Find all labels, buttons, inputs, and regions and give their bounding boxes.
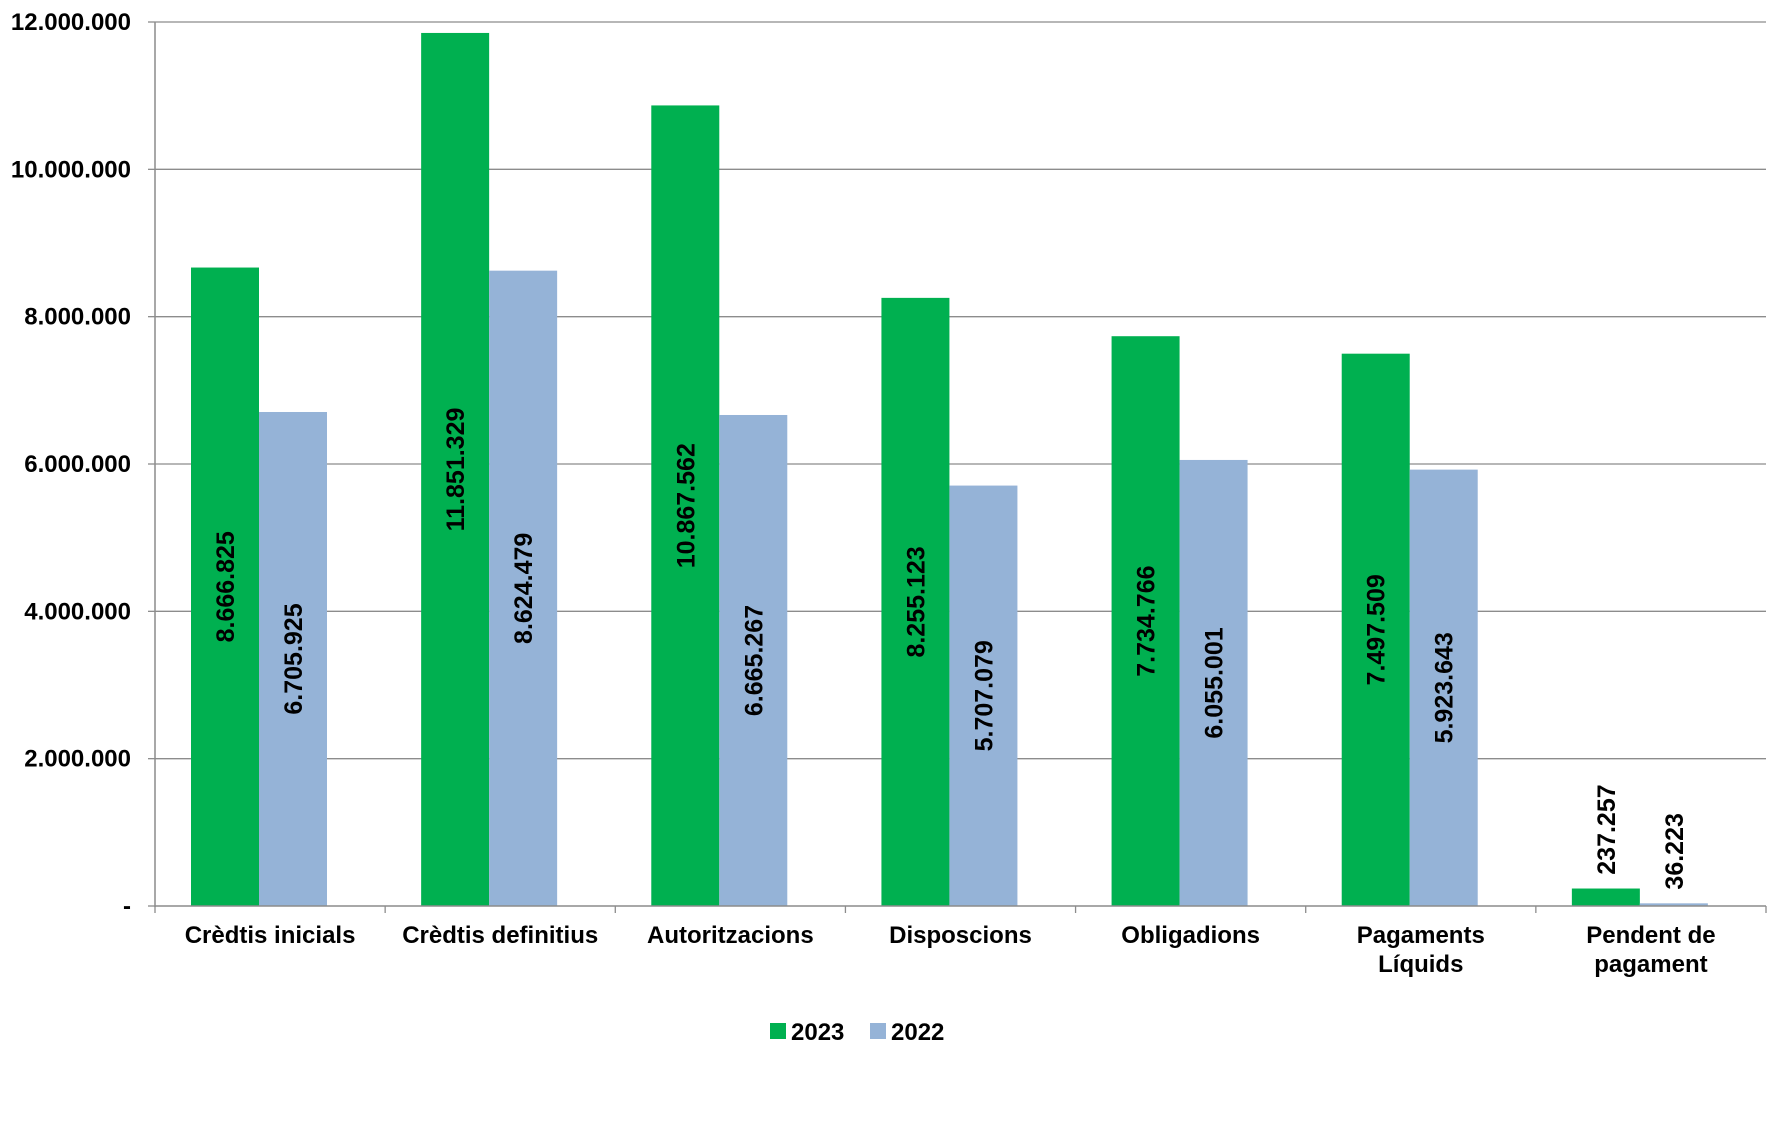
bar-2023 <box>1111 336 1180 906</box>
bar-2022 <box>1639 903 1708 906</box>
bar-2023 <box>881 297 950 906</box>
data-label: 6.055.001 <box>1201 627 1229 738</box>
legend: 2023 2022 <box>770 1019 944 1046</box>
y-tick-label: 10.000.000 <box>11 156 131 183</box>
y-tick-label: 6.000.000 <box>24 451 131 478</box>
bar-2022 <box>489 270 558 906</box>
bar-2022 <box>1409 469 1478 906</box>
data-label: 7.734.766 <box>1133 565 1161 676</box>
x-tick-label: Crèdtis inicials <box>185 922 356 949</box>
y-tick-label: 2.000.000 <box>24 746 131 773</box>
data-label: 6.705.925 <box>280 603 308 714</box>
x-tick-label: Disposcions <box>889 922 1032 949</box>
axes <box>154 22 1766 907</box>
bar-2023 <box>1341 353 1410 907</box>
y-tick-label: 8.000.000 <box>24 304 131 331</box>
bar-2023 <box>651 105 720 907</box>
x-tick-label: pagament <box>1594 951 1707 978</box>
bar-2023 <box>421 32 490 907</box>
x-tick-label: Crèdtis definitius <box>402 922 598 949</box>
x-tick-label: Obligadions <box>1121 922 1260 949</box>
bar-2023 <box>191 267 259 906</box>
data-label: 5.707.079 <box>970 640 998 751</box>
legend-label: 2022 <box>891 1019 944 1046</box>
bars <box>191 32 1708 907</box>
legend-label: 2023 <box>791 1019 844 1046</box>
bar-2022 <box>719 414 788 906</box>
y-tick-label: - <box>123 893 131 920</box>
x-axis-ticks: Crèdtis inicials Crèdtis definitius Autori… <box>154 906 1767 978</box>
data-label: 8.255.123 <box>902 546 930 657</box>
data-label: 36.223 <box>1661 813 1689 889</box>
data-label: 11.851.329 <box>442 408 470 532</box>
data-label: 5.923.643 <box>1431 632 1459 743</box>
x-tick-label: Líquids <box>1378 951 1463 978</box>
x-tick-label: Pendent de <box>1586 922 1715 949</box>
data-label: 7.497.509 <box>1363 574 1391 685</box>
bar-2022 <box>1179 459 1248 906</box>
bar-2023 <box>1571 888 1640 906</box>
y-axis-ticks: - 2.000.000 4.000.000 6.000.000 8.000.000 10.… <box>11 9 155 920</box>
y-tick-label: 4.000.000 <box>24 598 131 625</box>
x-tick-label: Autoritzacions <box>647 922 814 949</box>
legend-swatch <box>770 1023 786 1039</box>
data-label: 8.624.479 <box>510 533 538 644</box>
data-label: 6.665.267 <box>740 605 768 716</box>
y-tick-label: 12.000.000 <box>11 9 131 36</box>
data-labels: 8.666.825 11.851.329 10.867.562 8.255.123 7.… <box>212 408 1689 890</box>
bar-2022 <box>259 411 327 906</box>
legend-swatch <box>870 1023 886 1039</box>
data-label: 237.257 <box>1593 784 1621 874</box>
x-tick-label: Pagaments <box>1357 922 1485 949</box>
data-label: 8.666.825 <box>212 531 240 642</box>
data-label: 10.867.562 <box>672 443 700 568</box>
bar-2022 <box>949 485 1018 906</box>
